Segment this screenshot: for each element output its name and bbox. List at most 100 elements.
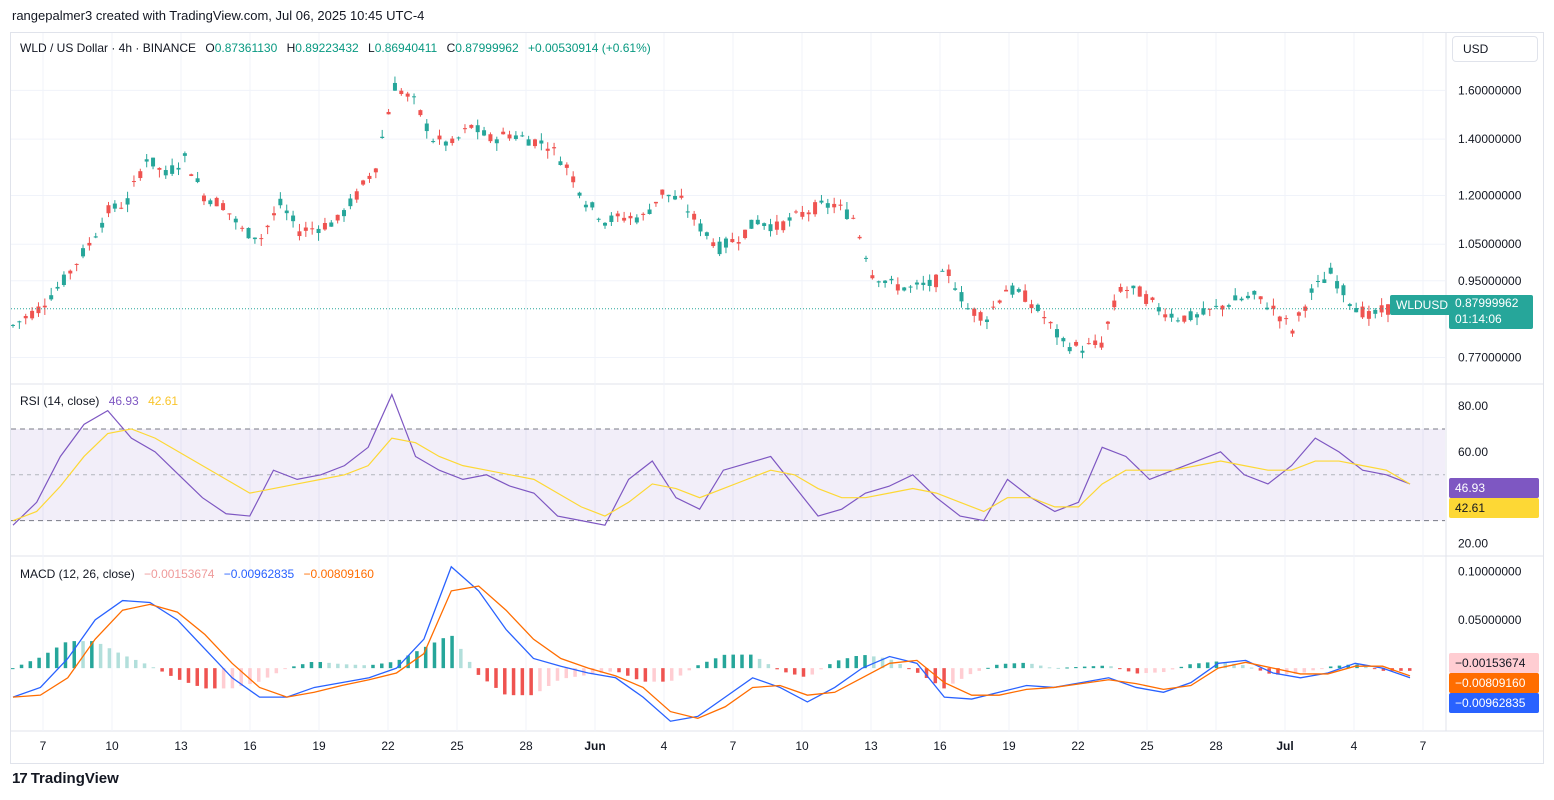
macd-hist-bar bbox=[977, 668, 981, 671]
candle-body bbox=[762, 223, 767, 226]
macd-hist-bar bbox=[511, 668, 516, 696]
macd-hist-bar bbox=[1012, 663, 1017, 669]
macd-hist-bar bbox=[415, 651, 419, 669]
candle-body bbox=[774, 221, 779, 230]
macd-hist-bar bbox=[801, 668, 806, 677]
candle-body bbox=[1156, 307, 1161, 312]
candle-body bbox=[844, 209, 849, 220]
macd-hist-bar bbox=[907, 668, 911, 670]
macd-hist-bar bbox=[125, 656, 129, 669]
candle-body bbox=[488, 134, 493, 142]
macd-legend: MACD (12, 26, close) −0.00153674 −0.0096… bbox=[20, 567, 380, 581]
x-tick-label: 16 bbox=[243, 739, 257, 753]
macd-hist-bar bbox=[1082, 666, 1087, 669]
candle-body bbox=[609, 215, 614, 222]
macd-hist-bar bbox=[1320, 668, 1324, 670]
macd-hist-bar bbox=[915, 668, 920, 673]
candle-body bbox=[240, 227, 245, 229]
candle-body bbox=[749, 219, 754, 229]
macd-hist-bar bbox=[423, 646, 428, 669]
macd-hist-bar bbox=[248, 668, 252, 684]
macd-hist-bar bbox=[1408, 668, 1412, 671]
candle-body bbox=[373, 168, 378, 173]
candle-body bbox=[507, 134, 512, 139]
macd-hist-bar bbox=[81, 641, 85, 669]
candle-body bbox=[1144, 294, 1149, 304]
candle-body bbox=[1150, 297, 1155, 300]
open-value: O0.87361130 bbox=[205, 41, 278, 55]
macd-hist-bar bbox=[766, 664, 771, 669]
macd-hist-bar bbox=[309, 662, 314, 669]
candle-body bbox=[552, 147, 557, 149]
candle-body bbox=[545, 148, 550, 151]
candle-body bbox=[660, 189, 665, 195]
price-legend: WLD / US Dollar · 4h · BINANCE O0.873611… bbox=[20, 41, 657, 55]
symbol-label[interactable]: WLD / US Dollar · 4h · BINANCE bbox=[20, 41, 197, 55]
rsi-ma-tag: 42.61 bbox=[1449, 498, 1539, 518]
macd-hist-bar bbox=[845, 658, 850, 669]
macd-hist-bar bbox=[538, 668, 542, 692]
candle-body bbox=[539, 140, 544, 144]
candle-body bbox=[768, 224, 773, 232]
candle-body bbox=[520, 135, 525, 137]
macd-hist-bar bbox=[265, 668, 270, 678]
candle-body bbox=[189, 174, 194, 176]
macd-hist-bar bbox=[72, 641, 77, 669]
candle-body bbox=[1137, 286, 1142, 297]
currency-button[interactable]: USD bbox=[1452, 36, 1538, 62]
macd-hist-bar bbox=[889, 659, 894, 669]
macd-hist-bar bbox=[590, 668, 595, 675]
candle-body bbox=[475, 125, 480, 133]
rsi-label[interactable]: RSI (14, close) bbox=[20, 394, 100, 408]
x-tick-label: 28 bbox=[519, 739, 533, 753]
macd-hist-bar bbox=[283, 668, 287, 670]
candle-body bbox=[259, 238, 264, 240]
candle-body bbox=[265, 225, 270, 228]
candle-body bbox=[30, 310, 35, 319]
macd-hist-tag: −0.00153674 bbox=[1449, 653, 1539, 673]
candle-body bbox=[138, 171, 143, 179]
candle-body bbox=[233, 218, 238, 223]
candle-body bbox=[55, 286, 60, 289]
macd-hist-bar bbox=[371, 664, 375, 669]
price-tick-label: 0.77000000 bbox=[1458, 350, 1522, 364]
macd-hist-bar bbox=[476, 668, 481, 675]
macd-hist-bar bbox=[661, 668, 665, 682]
macd-value: −0.00962835 bbox=[223, 567, 295, 581]
candle-body bbox=[685, 211, 690, 213]
macd-hist-bar bbox=[951, 668, 955, 684]
candle-body bbox=[965, 308, 970, 310]
candle-body bbox=[1004, 289, 1009, 292]
macd-hist-bar bbox=[520, 668, 525, 696]
macd-hist-bar bbox=[880, 657, 885, 669]
price-tick-label: 1.40000000 bbox=[1458, 132, 1522, 146]
macd-hist-bar bbox=[459, 648, 463, 669]
macd-hist-bar bbox=[432, 642, 437, 669]
macd-label[interactable]: MACD (12, 26, close) bbox=[20, 567, 135, 581]
candle-body bbox=[564, 164, 569, 168]
candle-body bbox=[1099, 342, 1104, 348]
candle-body bbox=[673, 195, 678, 200]
macd-hist-bar bbox=[529, 668, 533, 696]
macd-hist-bar bbox=[388, 662, 393, 669]
candle-body bbox=[456, 137, 461, 139]
candle-body bbox=[405, 93, 410, 97]
candle-body bbox=[692, 213, 697, 220]
x-tick-label: Jun bbox=[584, 739, 605, 753]
candle-body bbox=[367, 175, 372, 179]
candle-body bbox=[354, 191, 359, 200]
candle-body bbox=[42, 305, 47, 308]
macd-hist-bar bbox=[485, 668, 489, 682]
candle-body bbox=[628, 215, 633, 219]
candle-body bbox=[144, 159, 149, 162]
candle-body bbox=[399, 90, 404, 95]
candle-body bbox=[1360, 306, 1365, 318]
candle-body bbox=[201, 195, 206, 202]
candle-body bbox=[736, 242, 741, 244]
chart-frame bbox=[10, 32, 1544, 764]
tradingview-brand[interactable]: 17 TradingView bbox=[12, 770, 119, 787]
candle-body bbox=[647, 209, 652, 214]
macd-hist-bar bbox=[1249, 667, 1254, 669]
macd-hist-bar bbox=[344, 664, 349, 669]
